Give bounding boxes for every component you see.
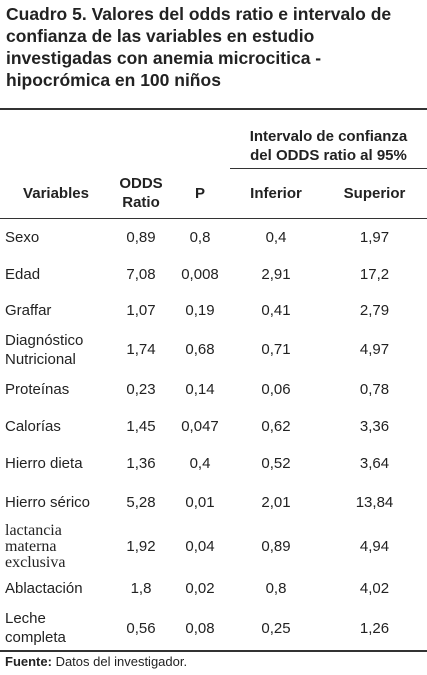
variable-cell: Calorías xyxy=(5,418,61,435)
variable-cell: Ablactación xyxy=(5,580,83,597)
value-cell: 0,8 xyxy=(265,580,287,597)
value-cell: 0,78 xyxy=(359,381,390,398)
value-cell: 1,97 xyxy=(359,229,390,247)
value-cell: 0,71 xyxy=(261,341,291,358)
column-header: Inferior xyxy=(230,168,322,219)
table: Intervalo de confianza del ODDS ratio al… xyxy=(0,108,427,652)
value-cell: 0,19 xyxy=(185,302,215,319)
title: Cuadro 5. Valores del odds ratio e inter… xyxy=(6,3,391,91)
value-cell: 0,89 xyxy=(261,538,291,555)
value-cell: 0,02 xyxy=(185,580,215,597)
table-row: Leche completa 0,56 0,08 0,25 1,26 xyxy=(0,606,427,652)
value-cell: 0,4 xyxy=(265,229,287,247)
value-cell: 1,07 xyxy=(126,302,156,319)
value-cell: 0,04 xyxy=(185,538,215,555)
column-header: ODDS Ratio xyxy=(112,168,170,219)
value-cell: 0,62 xyxy=(261,418,291,435)
table-row: Sexo 0,89 0,8 0,4 1,97 xyxy=(0,219,427,257)
table-row: lactancia materna exclusiva 1,92 0,04 0,89 4… xyxy=(0,521,427,571)
variable-cell: Edad xyxy=(5,266,41,283)
value-cell: 0,047 xyxy=(181,418,219,435)
title-line: confianza de las variables en estudio xyxy=(6,26,315,46)
value-cell: 4,02 xyxy=(359,580,390,597)
table-row: Calorías 1,45 0,047 0,62 3,36 xyxy=(0,409,427,445)
value-cell: 0,89 xyxy=(126,229,156,247)
variable-cell: Sexo xyxy=(5,229,40,247)
value-cell: 5,28 xyxy=(126,494,156,511)
variable-cell: Hierro dieta xyxy=(5,455,83,472)
title-line: hipocrómica en 100 niños xyxy=(6,70,221,90)
group-header: Intervalo de confianza del ODDS ratio al… xyxy=(230,109,427,169)
table-row: Hierro dieta 1,36 0,4 0,52 3,64 xyxy=(0,445,427,483)
table-row: Hierro sérico 5,28 0,01 2,01 13,84 xyxy=(0,483,427,523)
value-cell: 0,56 xyxy=(112,606,170,652)
footer-text: Datos del investigador. xyxy=(51,654,188,669)
footer: Fuente: Datos del investigador. xyxy=(5,654,187,669)
value-cell: 0,41 xyxy=(261,302,291,319)
value-cell: 0,008 xyxy=(181,266,219,283)
column-header: Superior xyxy=(322,168,427,219)
title-line: Cuadro 5. Valores del odds ratio e inter… xyxy=(6,4,392,24)
value-cell: 3,64 xyxy=(359,455,390,472)
value-cell: 1,26 xyxy=(322,606,427,652)
variable-cell: Hierro sérico xyxy=(5,494,91,511)
value-cell: 0,23 xyxy=(126,381,156,398)
value-cell: 13,84 xyxy=(355,494,394,511)
table-row: Edad 7,08 0,008 2,91 17,2 xyxy=(0,257,427,293)
value-cell: 0,08 xyxy=(170,606,230,652)
value-cell: 4,94 xyxy=(359,538,390,555)
value-cell: 1,45 xyxy=(126,418,156,435)
value-cell: 0,14 xyxy=(185,381,215,398)
variable-cell: Leche completa xyxy=(0,606,112,652)
table-row: Graffar 1,07 0,19 0,41 2,79 xyxy=(0,293,427,329)
column-header: P xyxy=(170,168,230,219)
footer-label: Fuente: xyxy=(5,654,52,669)
value-cell: 2,91 xyxy=(261,266,291,283)
variable-cell: Proteínas xyxy=(5,381,70,398)
title-line: investigadas con anemia microcitica - xyxy=(6,48,322,68)
value-cell: 2,79 xyxy=(359,302,390,319)
value-cell: 0,01 xyxy=(185,494,215,511)
column-header: Variables xyxy=(0,168,112,219)
value-cell: 1,92 xyxy=(126,538,156,555)
value-cell: 0,68 xyxy=(185,341,215,358)
value-cell: 1,74 xyxy=(126,341,156,358)
variable-cell: lactancia materna exclusiva xyxy=(5,521,66,571)
variable-cell: Graffar xyxy=(5,302,52,319)
value-cell: 0,4 xyxy=(189,455,211,472)
value-cell: 0,52 xyxy=(261,455,291,472)
value-cell: 0,25 xyxy=(230,606,322,652)
value-cell: 0,8 xyxy=(189,229,211,247)
variable-cell: Diagnóstico Nutricional xyxy=(5,331,84,368)
table-row: Ablactación 1,8 0,02 0,8 4,02 xyxy=(0,571,427,607)
value-cell: 2,01 xyxy=(261,494,291,511)
value-cell: 1,36 xyxy=(126,455,156,472)
value-cell: 4,97 xyxy=(359,341,390,358)
value-cell: 1,8 xyxy=(130,580,152,597)
value-cell: 3,36 xyxy=(359,418,390,435)
table-row: Proteínas 0,23 0,14 0,06 0,78 xyxy=(0,371,427,409)
value-cell: 7,08 xyxy=(126,266,156,283)
value-cell: 17,2 xyxy=(359,266,390,283)
value-cell: 0,06 xyxy=(261,381,291,398)
table-row: Diagnóstico Nutricional 1,74 0,68 0,71 4,97 xyxy=(0,329,427,371)
